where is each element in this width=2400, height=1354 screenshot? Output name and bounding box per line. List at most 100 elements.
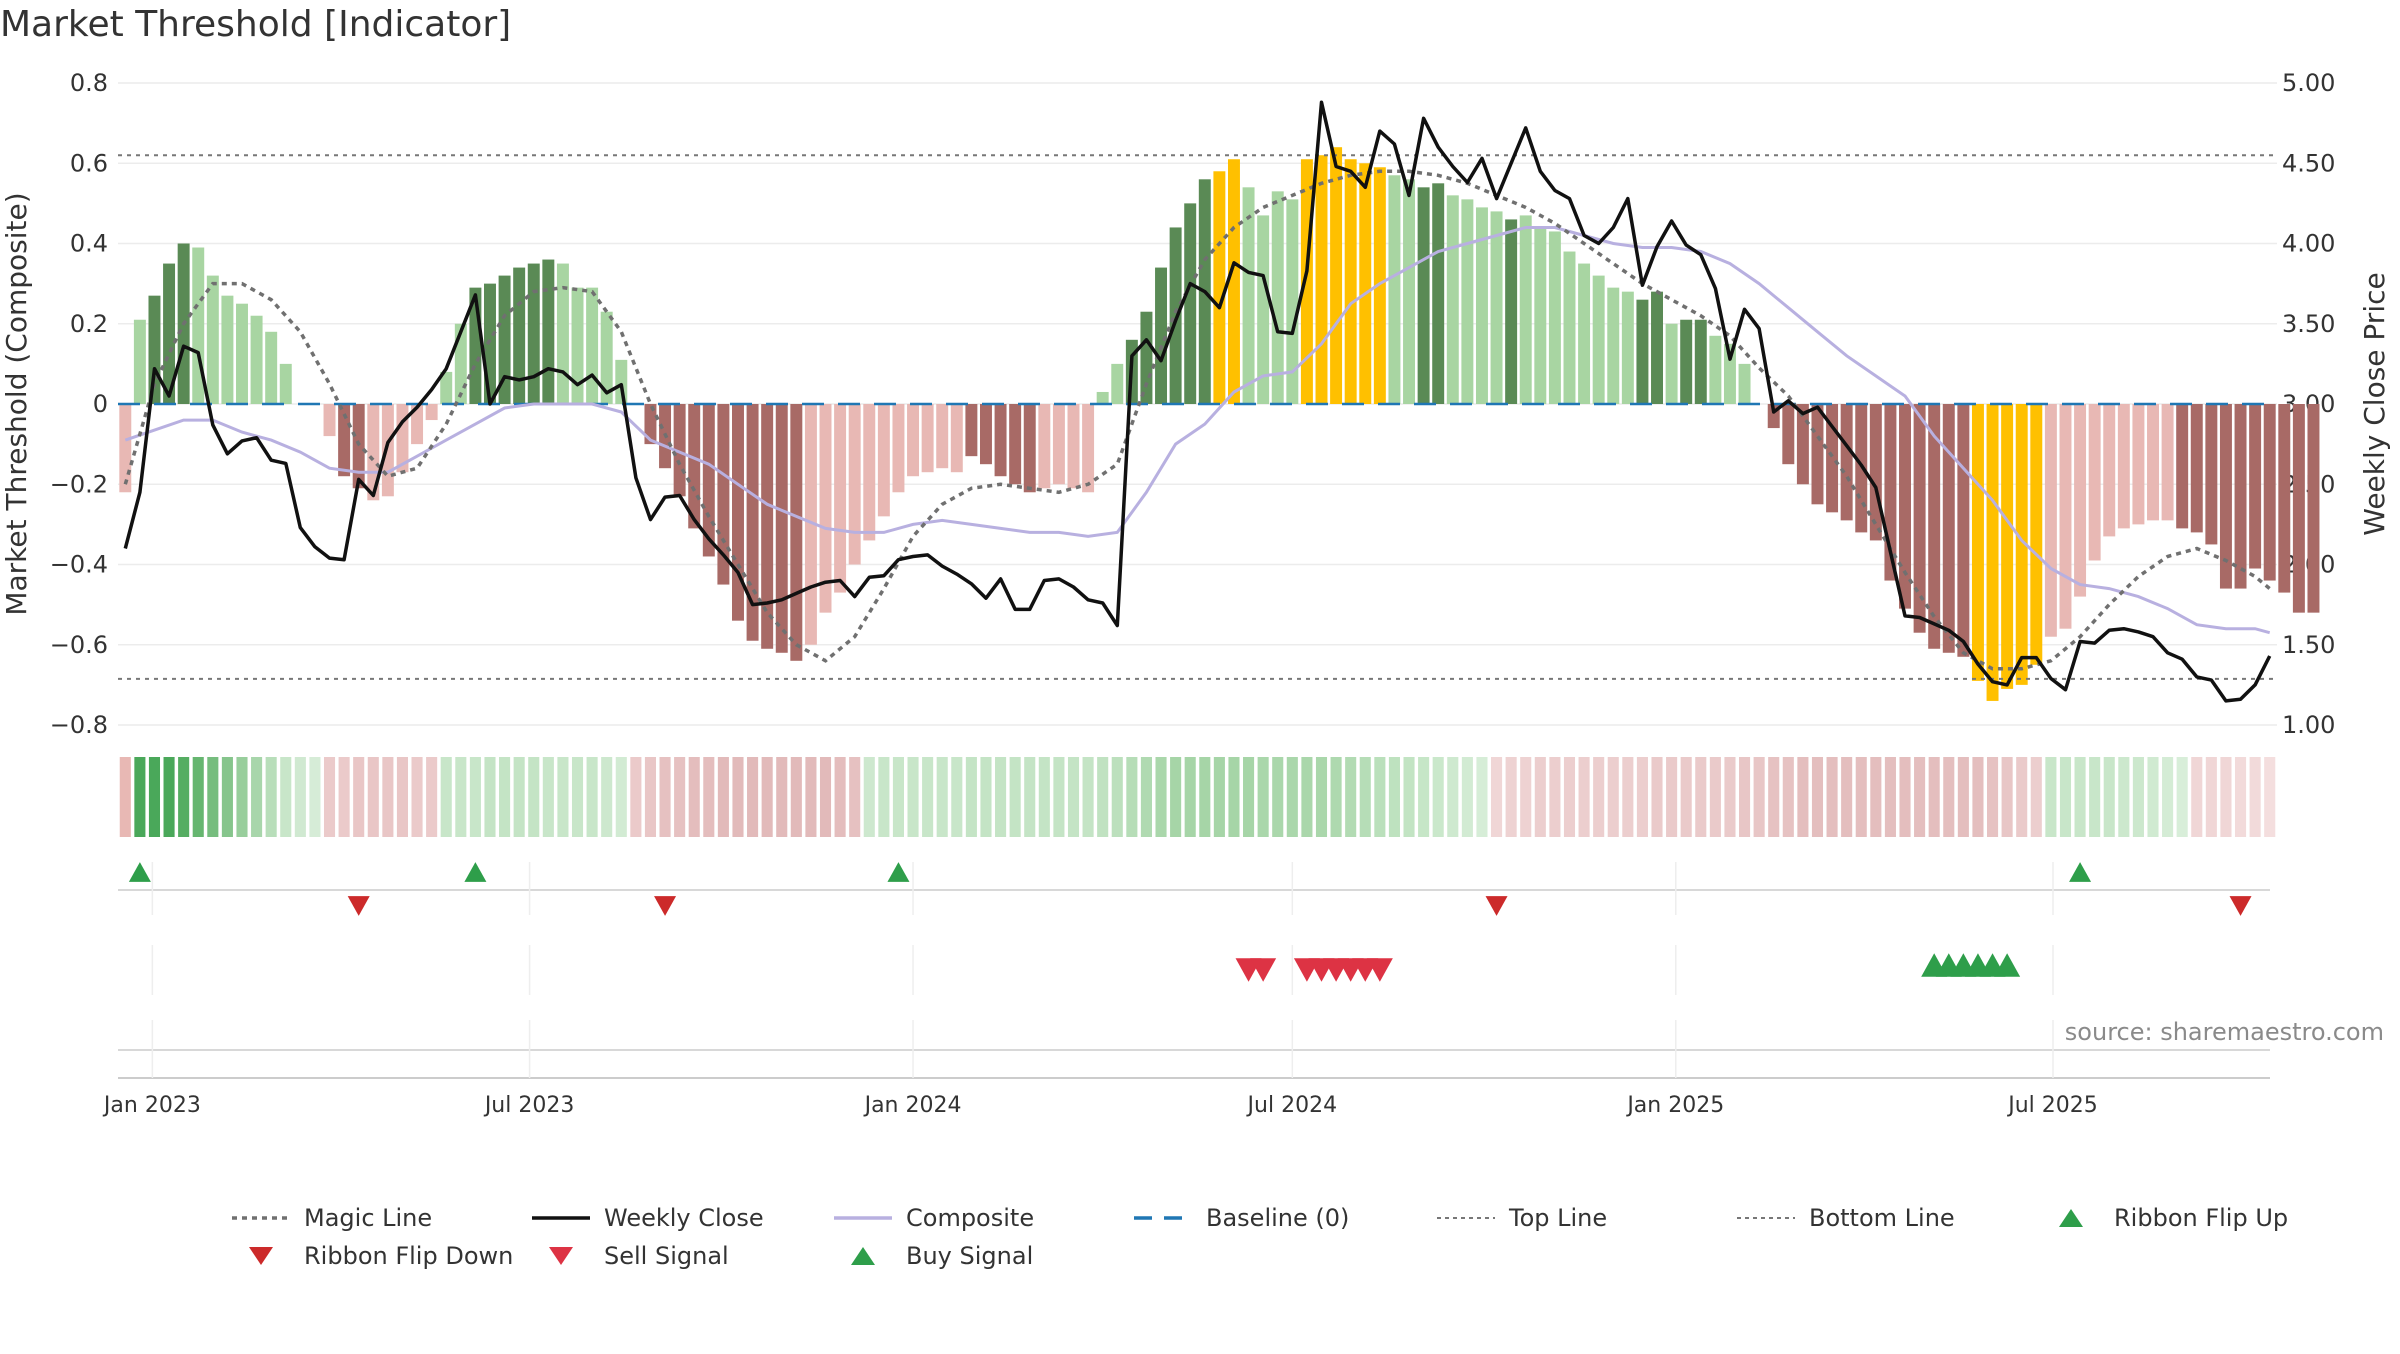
composite-bar [1869, 404, 1882, 541]
composite-bar [848, 404, 861, 565]
y-tick-label: 0.2 [70, 310, 108, 338]
ribbon-cell [1403, 757, 1415, 837]
ribbon-cell [571, 757, 584, 837]
ribbon-cell [1768, 757, 1780, 837]
ribbon-cell [134, 757, 146, 837]
legend-symbol [532, 1216, 590, 1220]
composite-bar [2001, 404, 2014, 689]
composite-bar [600, 311, 613, 404]
composite-bar [1519, 215, 1532, 404]
composite-bar [527, 263, 540, 404]
ribbon-cell [819, 757, 832, 837]
composite-bar [1082, 404, 1095, 493]
ribbon-cell [440, 757, 452, 837]
ribbon-cell [1447, 757, 1459, 837]
ribbon-cell [951, 757, 963, 837]
ribbon-cell [148, 757, 161, 837]
ribbon-flip-up-marker [887, 862, 910, 882]
composite-bar [2278, 404, 2291, 593]
composite-bar [1928, 404, 1941, 649]
composite-bar [1563, 251, 1576, 404]
legend-item: Composite [832, 1200, 1034, 1236]
legend-symbol [2059, 1209, 2083, 1227]
ribbon-flip-up-marker [2069, 862, 2092, 882]
composite-bar [994, 404, 1007, 477]
legend-symbol [834, 1216, 892, 1220]
legend-label: Magic Line [304, 1204, 433, 1232]
ribbon-cell [1505, 757, 1517, 837]
ribbon-cell [776, 757, 788, 837]
ribbon-cell [1009, 757, 1021, 837]
legend-symbol [549, 1247, 573, 1265]
ribbon-cell [1666, 757, 1678, 837]
legend-item: Sell Signal [530, 1238, 729, 1274]
composite-bar [804, 404, 817, 645]
legend-symbol [232, 1216, 290, 1220]
composite-bar [1621, 291, 1634, 404]
ribbon-cell [747, 757, 759, 837]
composite-bar [1534, 227, 1547, 404]
legend-label: Ribbon Flip Down [304, 1242, 514, 1270]
composite-bar [1971, 404, 1984, 681]
legend-item: Ribbon Flip Up [2040, 1200, 2288, 1236]
composite-bar [1738, 363, 1751, 404]
composite-bar [2103, 404, 2116, 537]
ribbon-cell [2176, 757, 2188, 837]
composite-bar [571, 287, 584, 404]
ribbon-cell [1199, 757, 1211, 837]
ribbon-cell [484, 757, 496, 837]
legend-item: Magic Line [230, 1200, 432, 1236]
ribbon-cell [455, 757, 467, 837]
ribbon-cell [674, 757, 686, 837]
y-tick-label: 0.6 [70, 149, 108, 177]
composite-bar [469, 287, 482, 404]
composite-bar [1446, 195, 1459, 404]
ribbon-cell [1257, 757, 1269, 837]
ribbon-cell [1038, 757, 1050, 837]
composite-bar [1242, 187, 1255, 404]
ribbon-cell [1228, 757, 1240, 837]
composite-bar [644, 404, 657, 445]
ribbon-cell [2147, 757, 2159, 837]
ribbon-cell [1359, 757, 1371, 837]
composite-bar [1052, 404, 1065, 485]
ribbon-cell [644, 757, 656, 837]
composite-bar [1257, 215, 1270, 404]
ribbon-cell [1724, 757, 1736, 837]
ribbon-cell [1563, 757, 1576, 837]
composite-bar [1111, 363, 1124, 404]
ribbon-cell [1388, 757, 1400, 837]
composite-bar [907, 404, 920, 477]
ribbon-cell [2264, 757, 2276, 837]
y-axis-label: Market Threshold (Composite) [0, 192, 33, 615]
ribbon-flip-up-marker [128, 862, 151, 882]
ribbon-cell [615, 757, 627, 837]
ribbon-cell [2059, 757, 2072, 837]
composite-bar [1271, 191, 1284, 404]
legend-item: Top Line [1435, 1200, 1607, 1236]
composite-bar [2030, 404, 2043, 665]
composite-bar [2044, 404, 2057, 637]
composite-bar [381, 404, 394, 497]
ribbon-cell [294, 757, 306, 837]
composite-bar [746, 404, 759, 641]
composite-bar [542, 259, 555, 404]
y-tick-label: −0.2 [50, 470, 108, 498]
ribbon-cell [1914, 757, 1926, 837]
ribbon-flip-up-marker [464, 862, 487, 882]
composite-bar [1490, 211, 1503, 404]
composite-bar [1723, 343, 1736, 404]
composite-bar [1767, 404, 1780, 429]
ribbon-cell [426, 757, 438, 837]
ribbon-flip-down-marker [347, 896, 370, 916]
ribbon-cell [1082, 757, 1094, 837]
ribbon-cell [528, 757, 540, 837]
composite-bar [1913, 404, 1926, 633]
composite-bar [1330, 147, 1343, 404]
legend-marker [851, 1247, 875, 1265]
ribbon-cell [1170, 757, 1182, 837]
composite-bar [2117, 404, 2130, 529]
ribbon-cell [1753, 757, 1765, 837]
composite-bar [2249, 404, 2262, 569]
